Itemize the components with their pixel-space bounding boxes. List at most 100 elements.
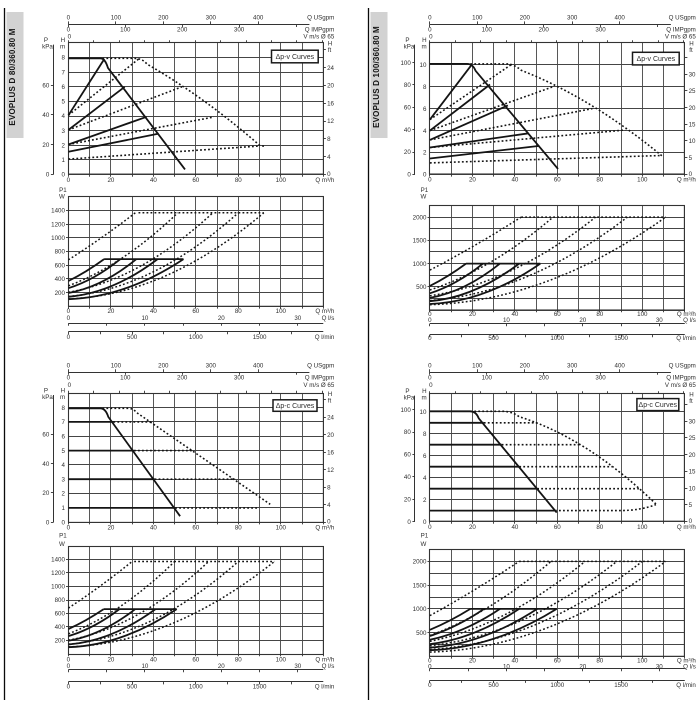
svg-text:80: 80 [404,429,411,436]
svg-text:Q m³/h: Q m³/h [677,177,696,184]
svg-text:P1: P1 [421,187,429,194]
svg-text:400: 400 [55,624,66,631]
svg-text:P1: P1 [59,533,67,540]
svg-text:20: 20 [469,658,476,665]
svg-text:800: 800 [55,597,66,604]
svg-text:10: 10 [141,663,148,670]
svg-text:7: 7 [61,419,65,426]
svg-text:0: 0 [428,524,432,531]
svg-text:kPa: kPa [404,44,415,51]
svg-text:8: 8 [61,55,65,62]
svg-text:1000: 1000 [413,606,427,613]
svg-text:500: 500 [488,682,499,689]
svg-text:40: 40 [150,656,157,663]
svg-text:25: 25 [689,88,696,95]
svg-text:20: 20 [579,317,586,324]
svg-text:1000: 1000 [51,584,65,591]
svg-text:0: 0 [428,311,432,318]
svg-text:300: 300 [595,27,606,34]
svg-text:0: 0 [67,374,71,381]
svg-text:60: 60 [404,452,411,459]
svg-text:Q l/s: Q l/s [322,315,335,322]
svg-text:0: 0 [407,172,411,179]
svg-text:10: 10 [420,62,427,69]
svg-text:0: 0 [428,682,432,689]
svg-text:30: 30 [294,663,301,670]
svg-text:Q l/s: Q l/s [683,664,696,671]
svg-text:1000: 1000 [413,261,427,268]
svg-text:20: 20 [689,105,696,112]
svg-text:60: 60 [554,177,561,184]
svg-text:20: 20 [218,315,225,322]
svg-text:H: H [422,388,426,395]
svg-text:8: 8 [61,405,65,412]
svg-text:P: P [405,388,409,395]
svg-text:20: 20 [469,311,476,318]
svg-text:400: 400 [253,15,264,22]
svg-text:0: 0 [67,663,71,670]
svg-text:300: 300 [206,15,217,22]
svg-text:0: 0 [67,525,71,532]
svg-text:Q l/min: Q l/min [315,684,335,691]
svg-text:40: 40 [42,112,49,119]
svg-text:Δp-c Curves: Δp-c Curves [639,402,678,409]
svg-text:200: 200 [177,374,188,381]
svg-text:2000: 2000 [413,214,427,221]
svg-text:60: 60 [42,432,49,439]
svg-text:200: 200 [539,27,550,34]
svg-text:2: 2 [61,491,65,498]
svg-text:0: 0 [67,656,71,663]
svg-text:1000: 1000 [51,235,65,242]
svg-text:1500: 1500 [413,582,427,589]
svg-text:40: 40 [511,177,518,184]
svg-text:25: 25 [689,435,696,442]
svg-text:Q m³/h: Q m³/h [315,525,334,532]
svg-text:16: 16 [327,100,334,107]
svg-text:4: 4 [423,475,427,482]
svg-text:0: 0 [46,519,50,526]
svg-text:H: H [328,41,332,48]
svg-text:200: 200 [177,27,188,34]
svg-text:0: 0 [67,684,71,691]
svg-text:8: 8 [423,84,427,91]
svg-text:Q IMPgpm: Q IMPgpm [305,374,335,381]
svg-text:100: 100 [400,407,411,414]
svg-text:6: 6 [61,84,65,91]
svg-text:80: 80 [235,525,242,532]
svg-text:1400: 1400 [51,557,65,564]
svg-text:1: 1 [61,505,65,512]
svg-text:0: 0 [61,172,65,179]
svg-text:1500: 1500 [614,682,628,689]
svg-text:24: 24 [327,65,334,72]
svg-text:0: 0 [428,15,432,22]
svg-text:10: 10 [503,317,510,324]
svg-text:10: 10 [420,409,427,416]
svg-text:m: m [422,44,427,51]
svg-text:10: 10 [689,485,696,492]
svg-text:500: 500 [127,334,138,341]
svg-text:Q USgpm: Q USgpm [669,15,696,22]
svg-text:4: 4 [327,502,331,509]
svg-text:W: W [420,541,426,548]
svg-text:20: 20 [42,142,49,149]
svg-text:0: 0 [428,374,432,381]
svg-text:20: 20 [107,177,114,184]
svg-text:0: 0 [327,519,331,526]
svg-text:1200: 1200 [51,570,65,577]
svg-text:W: W [420,193,426,200]
svg-text:100: 100 [482,27,493,34]
svg-text:2: 2 [423,497,427,504]
svg-text:500: 500 [127,684,138,691]
svg-text:20: 20 [107,525,114,532]
svg-text:60: 60 [554,524,561,531]
svg-text:80: 80 [235,656,242,663]
svg-text:300: 300 [595,374,606,381]
svg-text:20: 20 [469,524,476,531]
svg-text:W: W [59,193,65,200]
svg-text:100: 100 [482,374,493,381]
svg-text:0: 0 [689,171,693,178]
svg-text:0: 0 [428,363,432,370]
svg-text:H: H [689,41,693,48]
svg-text:4: 4 [61,462,65,469]
svg-text:2: 2 [61,143,65,150]
